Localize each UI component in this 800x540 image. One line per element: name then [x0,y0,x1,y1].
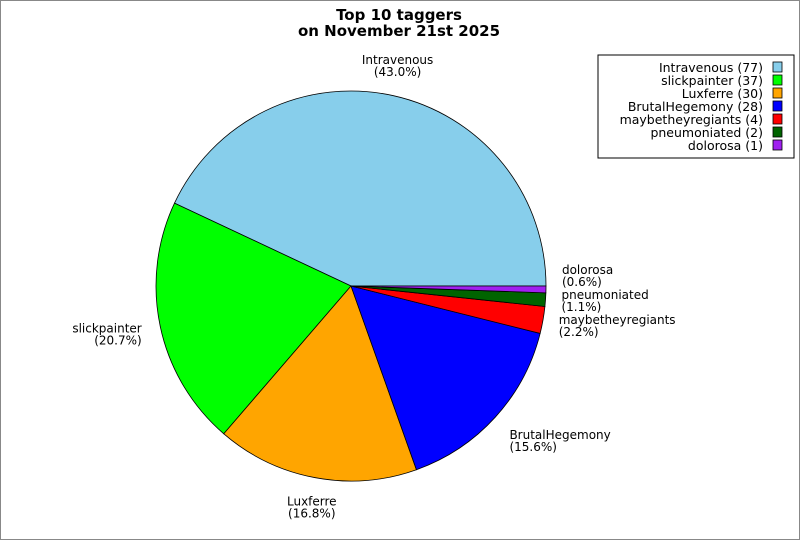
slice-label-percent: (16.8%) [288,506,335,520]
legend-entry-label: pneumoniated (2) [650,125,763,140]
slice-label: Luxferre (16.8%) [287,494,337,520]
slice-label-name: maybetheyregiants [559,313,676,327]
slice-label: slickpainter (20.7%) [72,322,141,348]
legend: Intravenous (77)slickpainter (37)Luxferr… [597,54,795,159]
slice-label-percent: (1.1%) [561,300,601,314]
slice-label: dolorosa (0.6%) [562,263,613,289]
slice-label-name: slickpainter [72,322,141,336]
pie-slice-intravenous [173,90,547,287]
slice-label-name: Luxferre [287,494,337,508]
legend-swatch [772,113,783,125]
slice-label-percent: (20.7%) [94,334,141,348]
legend-entry-label: slickpainter (37) [661,73,763,88]
legend-entry-label: maybetheyregiants (4) [620,112,763,127]
legend-swatch [772,87,783,99]
legend-swatch [772,61,783,73]
slice-label-name: BrutalHegemony [509,428,610,442]
legend-box [597,54,795,159]
slice-label-percent: (43.0%) [374,65,421,79]
legend-swatch [772,100,783,112]
legend-entry-label: Luxferre (30) [682,86,763,101]
slice-label-name: pneumoniated [561,288,648,302]
slice-label: Intravenous (43.0%) [362,53,433,79]
slice-label-percent: (0.6%) [562,275,602,289]
legend-entry-label: BrutalHegemony (28) [628,99,763,114]
chart-title-line-1: Top 10 taggers [336,6,462,24]
pie-slice-brutalhegemony [350,285,541,471]
pie-slice-dolorosa [350,285,547,294]
legend-swatch [772,74,783,86]
slice-label: BrutalHegemony (15.6%) [509,428,610,454]
slice-label: maybetheyregiants (2.2%) [559,313,676,339]
slice-label-name: Intravenous [362,53,433,67]
legend-entry-label: Intravenous (77) [659,60,763,75]
slice-label-percent: (2.2%) [559,325,599,339]
legend-swatch [772,139,783,151]
legend-swatch [772,126,783,138]
chart-title-line-2: on November 21st 2025 [298,22,500,40]
slice-label-percent: (15.6%) [509,440,556,454]
slice-label-name: dolorosa [562,263,613,277]
legend-entry-label: dolorosa (1) [688,138,763,153]
slice-label: pneumoniated (1.1%) [561,288,648,314]
pie-slice-slickpainter [155,202,352,435]
